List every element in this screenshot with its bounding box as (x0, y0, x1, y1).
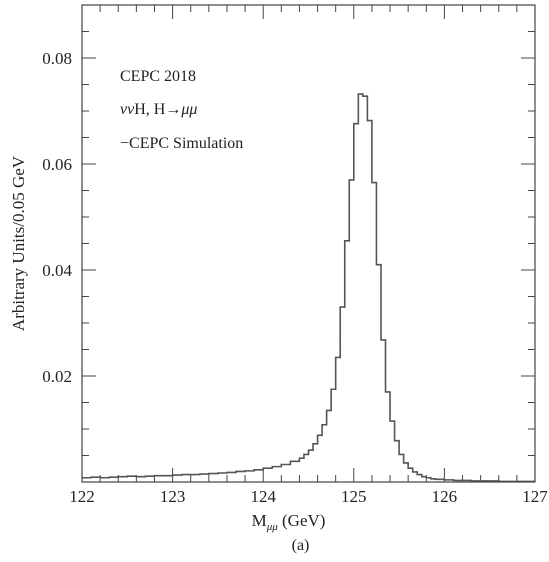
plot-frame (81, 4, 536, 483)
tick-labels: 122 123 124 125 126 127 0.02 0.04 0.06 0.08 (42, 49, 548, 506)
annotation-simulation: −CEPC Simulation (120, 135, 243, 152)
y-tick-label: 0.06 (42, 155, 72, 174)
x-tick-label: 123 (160, 487, 186, 506)
y-axis-label: Arbitrary Units/0.05 GeV (9, 155, 28, 331)
x-tick-label: 125 (341, 487, 367, 506)
mass-distribution-line (82, 93, 535, 483)
annotation-process: ννH, H→μμ (120, 101, 197, 118)
y-tick-label: 0.04 (42, 261, 72, 280)
figure-caption: (a) (292, 537, 310, 554)
y-tick-label: 0.08 (42, 49, 72, 68)
y-tick-label: 0.02 (42, 367, 72, 386)
x-tick-label: 124 (250, 487, 276, 506)
x-tick-label: 126 (432, 487, 458, 506)
x-tick-label: 127 (522, 487, 548, 506)
x-axis-label: Mμμ (GeV) (252, 511, 326, 533)
x-tick-label: 122 (69, 487, 95, 506)
annotation-cepc-2018: CEPC 2018 (120, 68, 196, 85)
